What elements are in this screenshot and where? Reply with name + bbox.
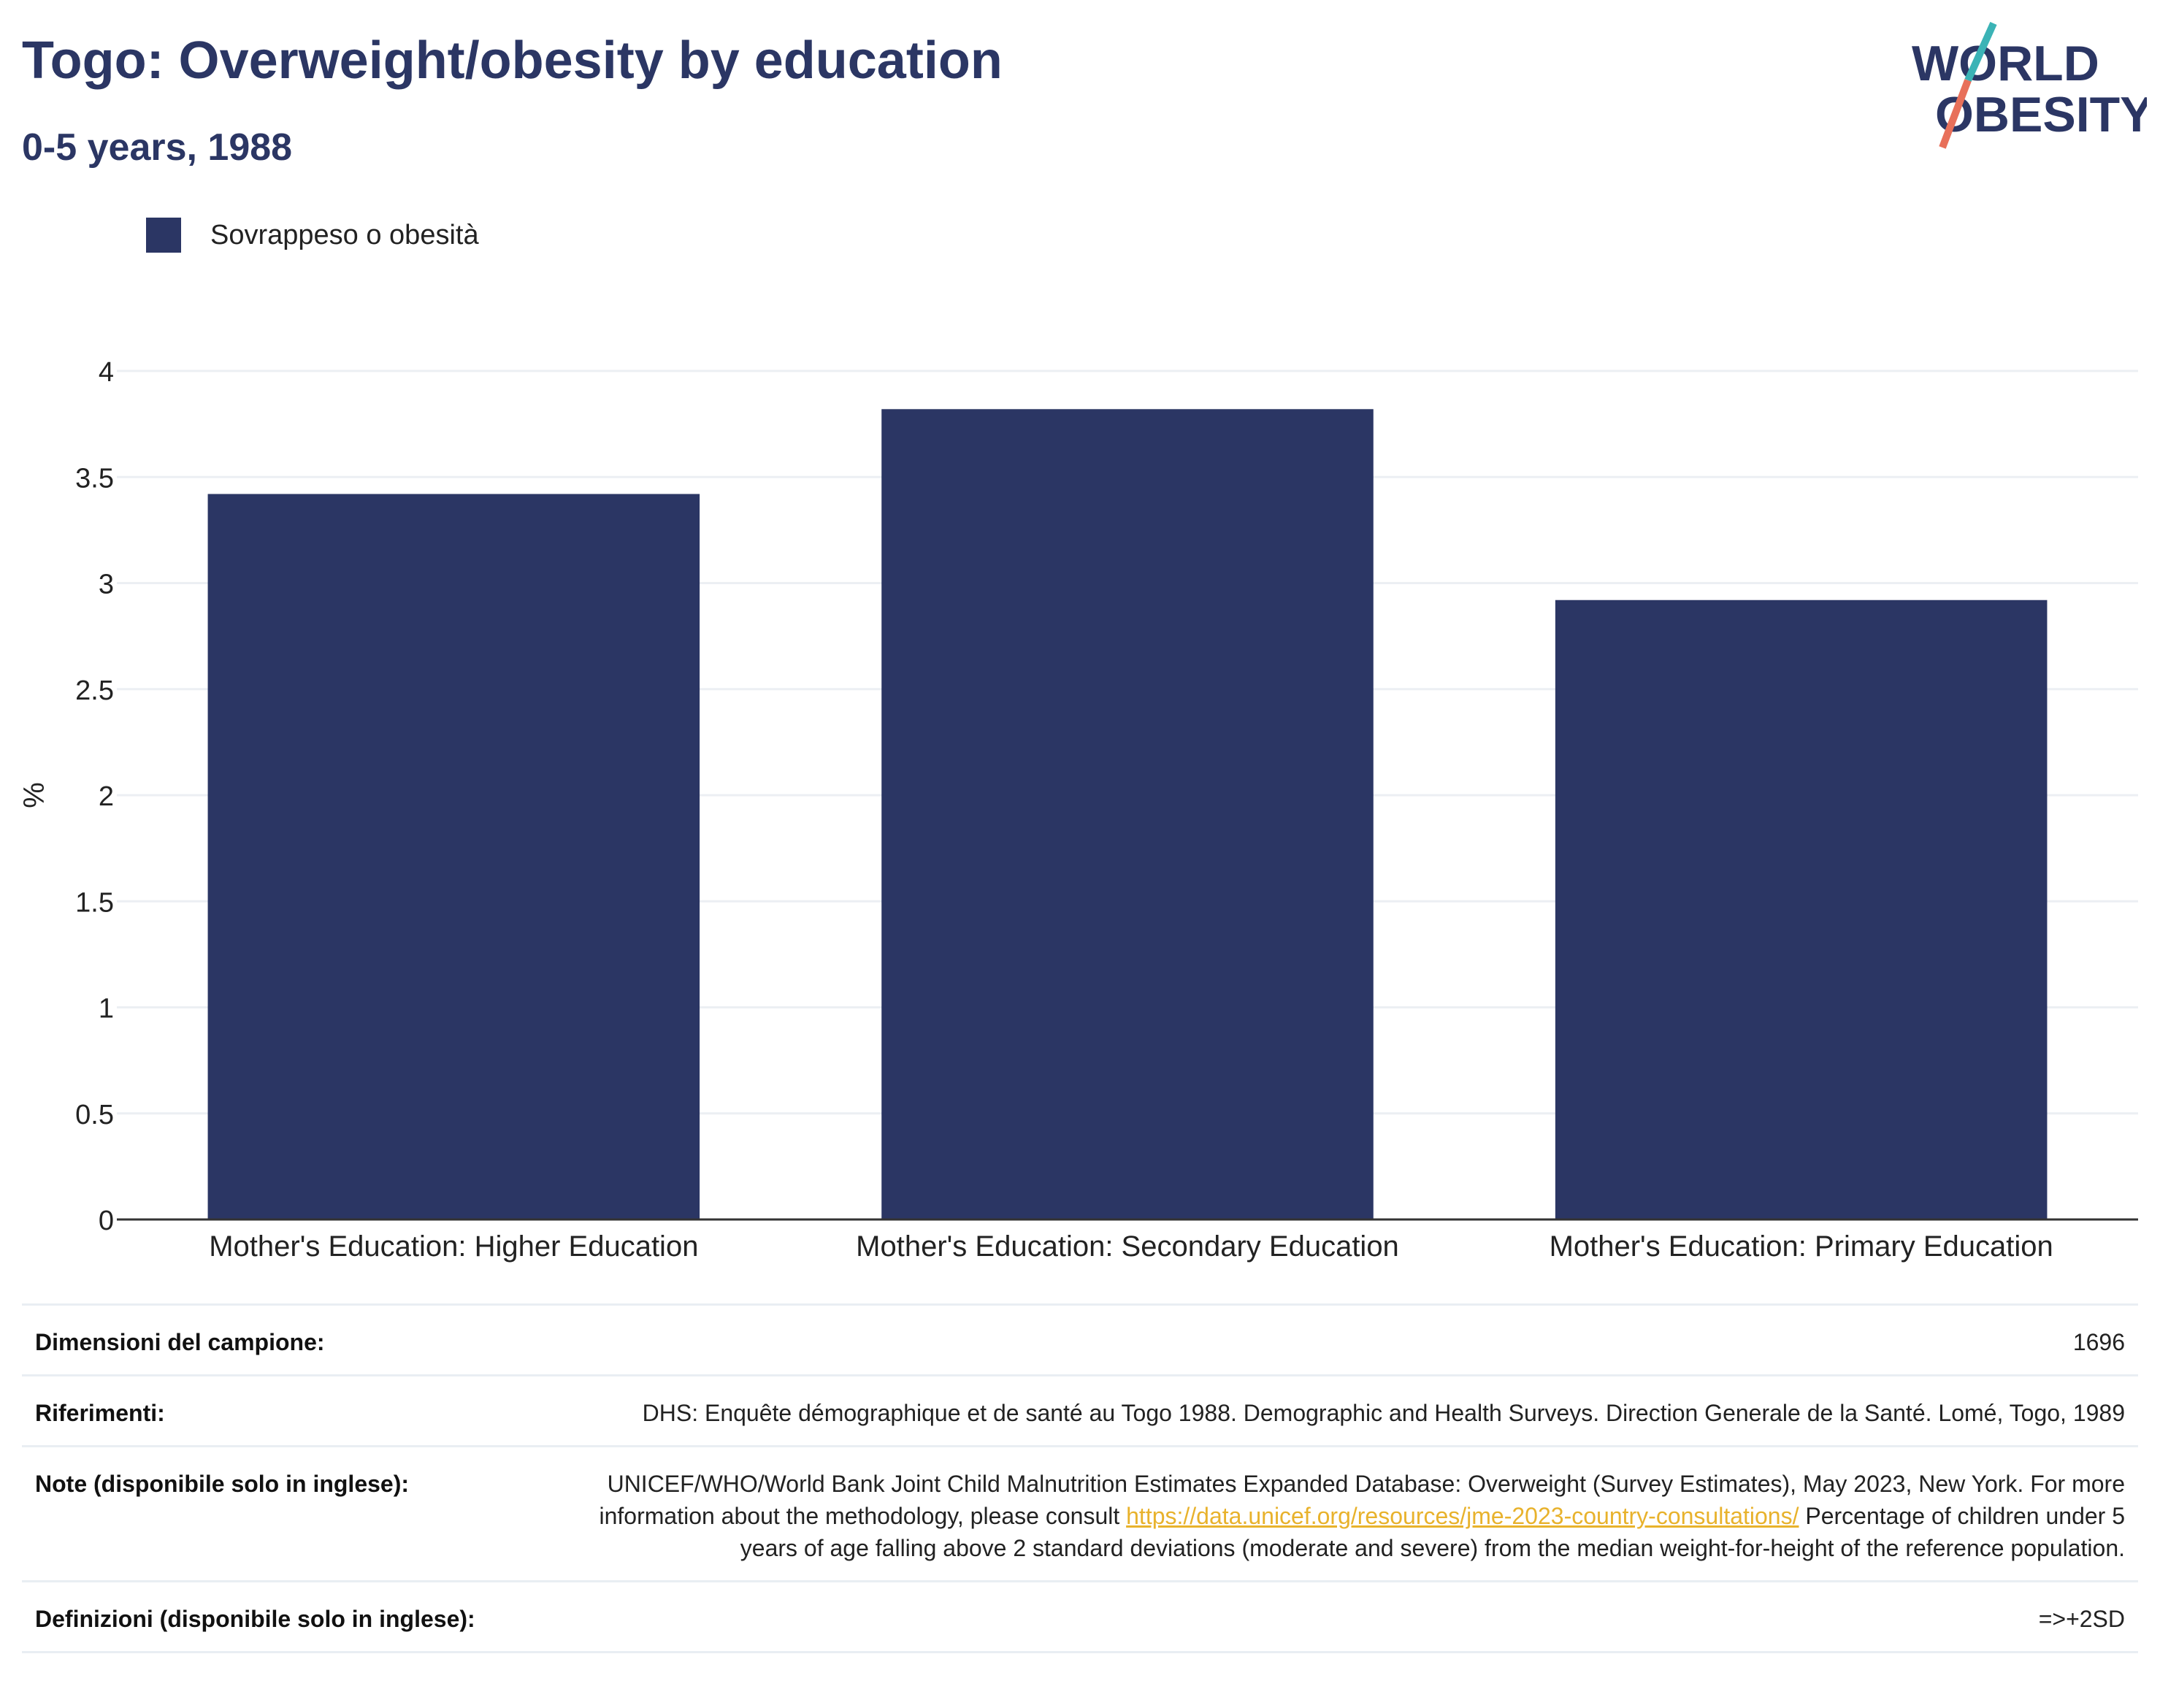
y-tick-label: 3 <box>99 570 114 600</box>
x-axis-ticks: Mother's Education: Higher Education Moth… <box>209 1230 2053 1263</box>
y-tick-label: 2 <box>99 781 114 812</box>
legend[interactable]: Sovrappeso o obesità <box>146 218 479 253</box>
notes-text-post: Percentage of children under 5 years of … <box>740 1503 2125 1561</box>
y-tick-label: 0.5 <box>75 1100 114 1130</box>
notes-text-pre: UNICEF/WHO/World Bank Joint Child Malnut… <box>599 1471 2125 1529</box>
logo-line-2: OBESITY <box>1935 87 2147 142</box>
info-table: Dimensioni del campione: 1696 Riferiment… <box>22 1303 2138 1653</box>
bar-chart: 0 0.5 1 1.5 2 2.5 3 3.5 4 Mother's Education: Hi… <box>18 357 2138 1263</box>
bars <box>207 409 2048 1219</box>
y-tick-label: 2.5 <box>75 675 114 706</box>
legend-swatch <box>146 218 181 253</box>
bar[interactable] <box>207 494 700 1219</box>
y-tick-label: 0 <box>99 1206 114 1236</box>
logo-slash-teal <box>1964 22 1997 83</box>
y-tick-label: 1.5 <box>75 887 114 918</box>
world-obesity-logo: WORLD OBESITY <box>1912 22 2147 149</box>
info-row-definitions: Definizioni (disponibile solo in inglese… <box>22 1580 2138 1653</box>
notes-link[interactable]: https://data.unicef.org/resources/jme-20… <box>1126 1503 1799 1529</box>
chart-subtitle: 0-5 years, 1988 <box>22 126 293 169</box>
definitions-label: Definizioni (disponibile solo in inglese… <box>35 1606 475 1632</box>
references-value: DHS: Enquête démographique et de santé a… <box>642 1400 2125 1426</box>
y-axis-label: % <box>18 782 50 808</box>
x-tick-label: Mother's Education: Higher Education <box>209 1230 698 1263</box>
x-tick-label: Mother's Education: Secondary Education <box>856 1230 1399 1263</box>
bar[interactable] <box>1555 600 2048 1219</box>
chart-title: Togo: Overweight/obesity by education <box>22 31 1003 90</box>
notes-label: Note (disponibile solo in inglese): <box>35 1471 410 1497</box>
y-tick-label: 3.5 <box>75 463 114 494</box>
info-row-sample: Dimensioni del campione: 1696 <box>22 1303 2138 1374</box>
y-tick-label: 4 <box>99 357 114 388</box>
notes-value: UNICEF/WHO/World Bank Joint Child Malnut… <box>590 1468 2125 1564</box>
info-row-notes: Note (disponibile solo in inglese): UNIC… <box>22 1445 2138 1580</box>
y-tick-label: 1 <box>99 994 114 1025</box>
sample-size-label: Dimensioni del campione: <box>35 1329 325 1355</box>
bar[interactable] <box>881 409 1374 1219</box>
y-axis-ticks: 0 0.5 1 1.5 2 2.5 3 3.5 4 <box>75 357 114 1236</box>
info-row-references: Riferimenti: DHS: Enquête démographique … <box>22 1374 2138 1445</box>
x-tick-label: Mother's Education: Primary Education <box>1550 1230 2053 1263</box>
sample-size-value: 1696 <box>2072 1329 2125 1355</box>
legend-label: Sovrappeso o obesità <box>210 219 479 250</box>
logo-line-1: WORLD <box>1912 36 2099 91</box>
definitions-value: =>+2SD <box>2038 1606 2125 1632</box>
references-label: Riferimenti: <box>35 1400 165 1426</box>
logo-slash-coral <box>1939 79 1972 149</box>
